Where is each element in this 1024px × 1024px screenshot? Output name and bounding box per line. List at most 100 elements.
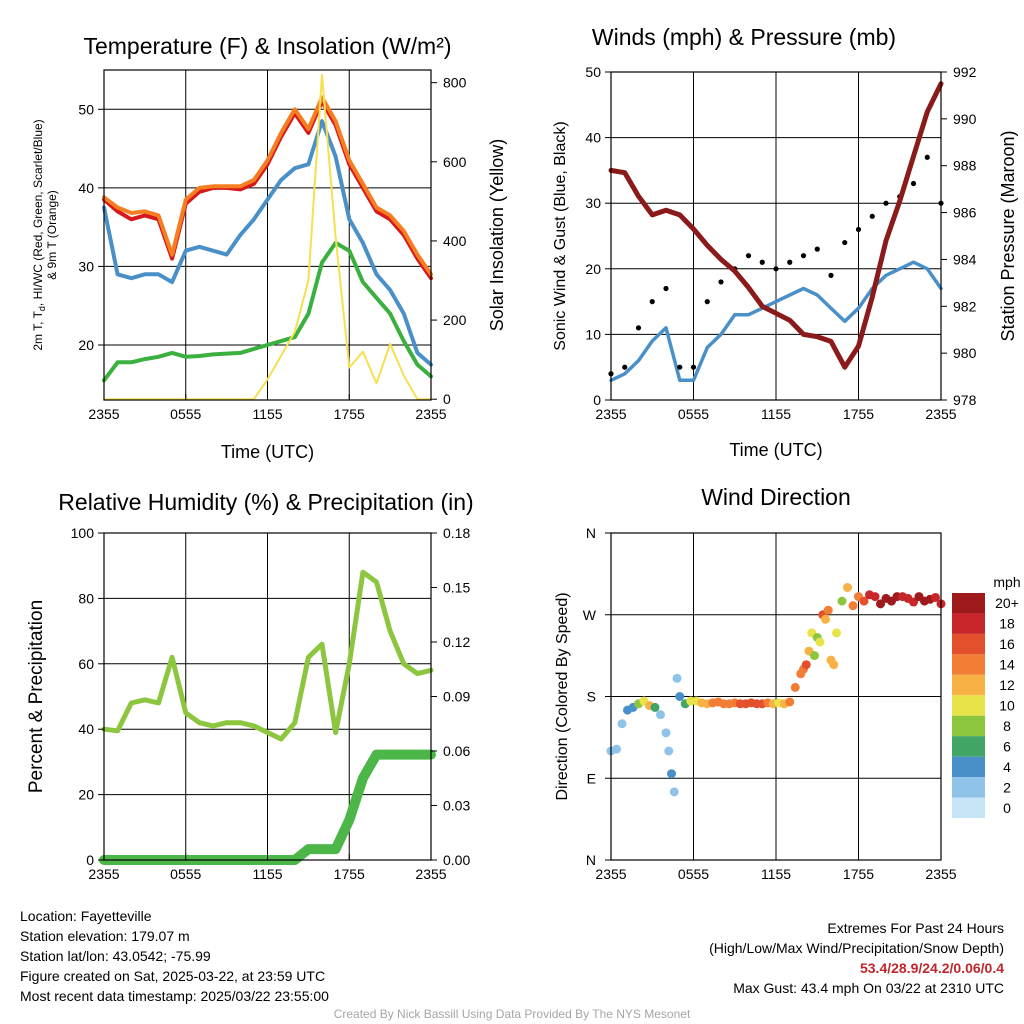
elevation-text: Station elevation: 179.07 m: [20, 928, 190, 944]
colorbar-title: mph: [993, 574, 1020, 590]
gust-point: [883, 200, 889, 206]
series-heat_index_wind_chill: [102, 119, 433, 367]
direction-point: [664, 746, 674, 756]
colorbar-label: 12: [999, 677, 1015, 693]
y2-tick-label: 200: [443, 312, 467, 328]
gust-point: [842, 239, 848, 246]
gust-point: [704, 299, 710, 305]
y-tick-label: 0: [86, 852, 94, 868]
direction-point: [617, 719, 627, 729]
x-tick-label: 2355: [88, 406, 119, 422]
direction-point: [656, 710, 665, 720]
y-tick-label: 100: [71, 525, 95, 541]
y2-tick-label: 0.12: [443, 634, 470, 650]
latlon-text: Station lat/lon: 43.0542; -75.99: [20, 948, 211, 964]
series-relative_humidity: [101, 569, 434, 742]
y2-tick-label: 0.09: [443, 689, 470, 705]
direction-point: [832, 628, 841, 638]
direction-point: [801, 660, 811, 670]
series-station_pressure: [608, 81, 944, 370]
gust-point: [869, 213, 875, 219]
y2-tick-label: 0.15: [443, 580, 470, 596]
gust-point: [677, 364, 683, 370]
x-tick-label: 2355: [925, 866, 956, 882]
direction-point: [843, 583, 852, 592]
x-tick-label: 0555: [170, 406, 201, 422]
extremes-info: Extremes For Past 24 Hours (High/Low/Max…: [709, 918, 1004, 998]
location-text: Location: Fayetteville: [20, 908, 152, 924]
credit-text: Created By Nick Bassill Using Data Provi…: [333, 1007, 691, 1021]
colorbar-label: 4: [1003, 759, 1011, 775]
y-axis-label-part: 2m T, T: [31, 310, 45, 350]
x-tick-label: 2355: [415, 406, 446, 422]
direction-points: [606, 583, 946, 797]
y-tick-label: 40: [78, 721, 94, 737]
gust-point: [787, 259, 793, 265]
direction-point: [829, 660, 839, 670]
y-tick-label: S: [587, 689, 596, 705]
y-tick-label: 50: [585, 64, 601, 80]
direction-point: [931, 592, 940, 602]
y-tick-label: 20: [78, 787, 94, 803]
extremes-title: Extremes For Past 24 Hours: [827, 920, 1004, 936]
y2-tick-label: 0.00: [443, 852, 470, 868]
y-axis-label-line: & 9m T (Orange): [45, 190, 59, 280]
x-tick-label: 1755: [843, 406, 874, 422]
x-tick-label: 0555: [170, 866, 201, 882]
y2-tick-label: 0.18: [443, 525, 470, 541]
y-tick-label: N: [586, 852, 596, 868]
direction-point: [870, 592, 880, 602]
y-tick-label: W: [583, 607, 597, 623]
colorbar-swatch: [952, 654, 985, 675]
x-tick-label: 1155: [761, 866, 791, 882]
direction-point: [837, 596, 847, 606]
humidity-panel: 2355 0555 1155 1755 23550204060801000.000.03…: [26, 489, 474, 882]
colorbar-label: 2: [1003, 779, 1011, 795]
direction-point: [669, 787, 679, 797]
y2-tick-label: 800: [443, 75, 467, 91]
direction-point: [612, 744, 621, 754]
y2-axis-label: Solar Insolation (Yellow): [487, 139, 507, 331]
y-axis-label: Percent & Precipitation: [26, 600, 47, 793]
speed-colorbar: mph 20+ 18 16 14 12 10 8 6 4 2 0: [952, 574, 1021, 818]
max-gust-text: Max Gust: 43.4 mph On 03/22 at 2310 UTC: [733, 980, 1004, 996]
y-tick-label: 0: [593, 392, 601, 408]
x-tick-label: 1755: [334, 866, 365, 882]
y-tick-label: 20: [78, 337, 94, 353]
y2-tick-label: 978: [953, 392, 977, 408]
gust-point: [814, 246, 820, 252]
colorbar-label: 16: [999, 636, 1015, 652]
x-tick-label: 2355: [88, 866, 119, 882]
x-tick-label: 1755: [843, 866, 874, 882]
colorbar-swatch: [952, 777, 985, 798]
direction-point: [650, 702, 660, 712]
direction-point: [823, 605, 833, 615]
gust-point: [745, 253, 752, 259]
y-axis-label-subscript: d: [37, 306, 47, 311]
y2-tick-label: 988: [953, 158, 977, 174]
gust-point: [828, 272, 834, 278]
y2-tick-label: 992: [953, 64, 977, 80]
y2-tick-label: 982: [953, 298, 977, 314]
y2-axis-label: Station Pressure (Maroon): [998, 130, 1018, 341]
y-tick-label: 30: [78, 258, 94, 274]
gust-point: [800, 253, 807, 259]
y-axis-label: 2m T, Td, HI/WC (Red, Green, Scarlet/Blu…: [31, 119, 59, 350]
direction-point: [672, 673, 682, 683]
direction-point: [876, 599, 885, 609]
colorbar-swatch: [952, 736, 985, 757]
y-axis-label-line: 2m T, Td, HI/WC (Red, Green, Scarlet/Blu…: [31, 119, 47, 350]
x-tick-label: 2355: [925, 406, 956, 422]
chart-title: Temperature (F) & Insolation (W/m²): [83, 33, 451, 59]
x-tick-label: 1755: [334, 406, 365, 422]
y2-tick-label: 980: [953, 345, 977, 361]
created-text: Figure created on Sat, 2025-03-22, at 23…: [20, 968, 326, 984]
colorbar-swatch: [952, 613, 985, 634]
y2-tick-label: 986: [953, 205, 977, 221]
direction-point: [815, 637, 825, 647]
y-tick-label: E: [587, 770, 596, 786]
chart-title: Winds (mph) & Pressure (mb): [592, 24, 896, 50]
x-tick-label: 0555: [678, 866, 709, 882]
